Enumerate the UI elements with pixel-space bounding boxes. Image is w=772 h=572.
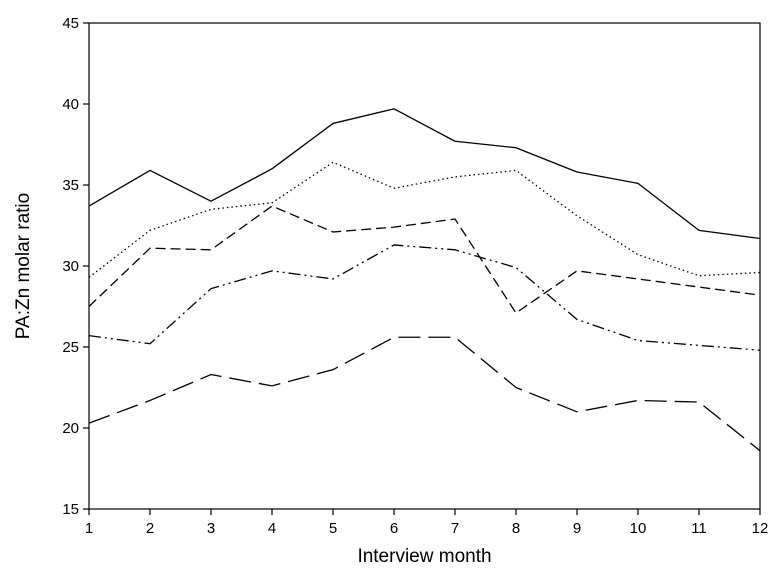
series-line-long-dash xyxy=(88,336,761,452)
x-axis: 1 2 3 4 5 6 7 8 9 10 11 12 xyxy=(85,509,769,537)
y-tick-label: 20 xyxy=(62,420,79,437)
x-tick-label: 6 xyxy=(390,520,398,537)
x-axis-title: Interview month xyxy=(357,546,491,567)
y-axis-title: PA:Zn molar ratio xyxy=(13,193,34,339)
x-tick-label: 7 xyxy=(451,520,459,537)
x-tick-label: 11 xyxy=(691,520,707,537)
x-tick-label: 10 xyxy=(630,520,647,537)
series-layer xyxy=(88,108,761,452)
series-line-dash-dot-dot xyxy=(88,244,761,351)
y-tick-label: 40 xyxy=(62,96,79,113)
x-tick-label: 5 xyxy=(329,520,337,537)
x-tick-label: 12 xyxy=(752,520,769,537)
x-tick-label: 2 xyxy=(146,520,154,537)
x-tick-label: 8 xyxy=(512,520,520,537)
series-line-solid xyxy=(88,108,761,240)
y-tick-label: 35 xyxy=(62,177,79,194)
series-line-short-dash xyxy=(88,205,761,314)
x-tick-label: 3 xyxy=(207,520,215,537)
y-tick-label: 25 xyxy=(62,339,79,356)
series-line-dotted xyxy=(88,161,761,278)
y-tick-label: 15 xyxy=(62,501,79,518)
x-tick-label: 9 xyxy=(573,520,581,537)
x-tick-label: 4 xyxy=(268,520,276,537)
plot-frame xyxy=(88,22,761,510)
y-tick-label: 30 xyxy=(62,258,79,275)
plot-area xyxy=(88,22,761,510)
x-tick-label: 1 xyxy=(85,520,93,537)
y-tick-label: 45 xyxy=(62,15,79,32)
y-axis: 15 20 25 30 35 40 45 xyxy=(62,15,89,518)
